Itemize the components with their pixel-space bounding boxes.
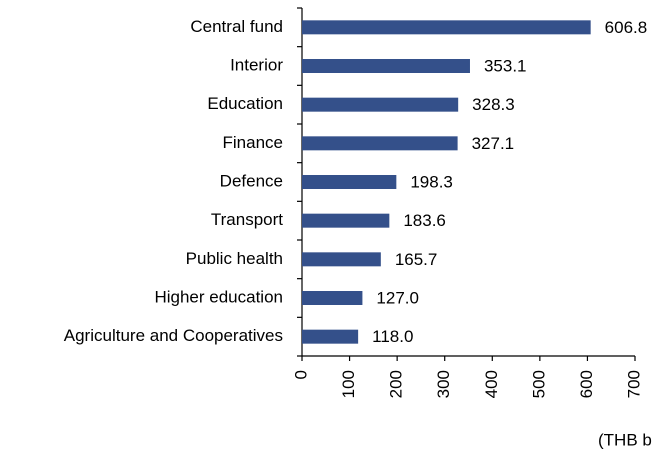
value-label: 198.3	[410, 172, 453, 191]
value-label: 606.8	[605, 18, 648, 37]
bar	[302, 59, 470, 73]
y-tick-label: Defence	[220, 171, 283, 190]
value-label: 328.3	[472, 95, 515, 114]
x-tick-label: 600	[577, 370, 596, 398]
x-tick-label: 500	[529, 370, 548, 398]
bar	[302, 329, 359, 344]
bar	[302, 136, 458, 151]
value-label: 118.0	[372, 327, 413, 346]
value-label: 327.1	[472, 134, 515, 153]
x-axis-label: (THB b	[598, 430, 652, 449]
y-tick-label: Transport	[211, 210, 283, 229]
bar	[302, 252, 381, 267]
x-tick-label: 100	[339, 370, 358, 398]
x-tick-label: 700	[624, 370, 643, 398]
x-tick-label: 0	[291, 370, 310, 379]
y-tick-label: Education	[207, 94, 283, 113]
y-tick-label: Central fund	[190, 17, 283, 36]
x-tick-label: 300	[434, 370, 453, 398]
bar	[302, 20, 591, 35]
y-tick-label: Public health	[186, 249, 283, 268]
y-tick-label: Agriculture and Cooperatives	[64, 326, 283, 345]
bar	[302, 291, 363, 305]
x-tick-label: 200	[387, 370, 406, 398]
value-label: 183.6	[403, 211, 446, 230]
value-label: 165.7	[395, 250, 438, 269]
y-tick-label: Finance	[223, 133, 283, 152]
bar	[302, 213, 390, 228]
x-tick-label: 400	[482, 370, 501, 398]
y-tick-label: Interior	[230, 55, 283, 74]
value-label: 127.0	[376, 288, 419, 307]
bar	[302, 175, 397, 189]
y-tick-label: Higher education	[154, 287, 283, 306]
value-label: 353.1	[484, 56, 527, 75]
bar	[302, 97, 459, 112]
